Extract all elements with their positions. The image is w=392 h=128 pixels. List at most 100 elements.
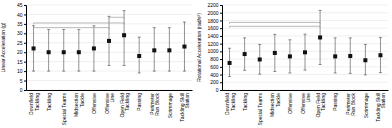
y-axis-title: Linear Acceleration (g): [0, 22, 6, 72]
y-tick-label: 800: [210, 56, 219, 62]
significance-bracket: [109, 17, 124, 19]
point: [333, 54, 337, 58]
point: [303, 50, 307, 54]
panel: 051015202530354045DownfieldTacklingTackl…: [0, 2, 193, 125]
grid-line: [222, 90, 388, 91]
y-tick-mark: [220, 59, 222, 60]
y-tick-label: 0: [20, 87, 23, 93]
point: [363, 58, 367, 62]
x-axis: DownfieldTackling Tackling Special Teams Mi…: [223, 91, 389, 126]
x-tick-label: DownfieldTackling: [224, 93, 236, 115]
grid-line: [222, 12, 388, 13]
x-tick-label: MidsectionTackle: [269, 93, 281, 117]
y-tick-label: 20: [17, 49, 23, 55]
y-tick: 30: [17, 30, 26, 36]
y-tick-mark: [220, 36, 222, 37]
point: [182, 45, 186, 49]
x-tick-label: Scrimmage: [363, 93, 369, 119]
x-tick: Scrimmage: [363, 93, 369, 119]
grid-line: [26, 90, 192, 91]
y-tick: 400: [210, 72, 222, 78]
y-tick: 2200: [207, 2, 222, 8]
significance-bracket: [230, 26, 321, 28]
point: [378, 53, 382, 57]
point: [273, 51, 277, 55]
x-tick-label: MidsectionTackle: [73, 93, 85, 117]
marks: [228, 10, 383, 76]
significance-bracket: [230, 22, 321, 24]
x-tick-label-line: Scrimmage: [167, 93, 173, 119]
x-tick-label-line: Offensive: [287, 93, 293, 114]
x-tick-label-line: Tackling: [34, 93, 40, 111]
y-tick: 1800: [207, 18, 222, 24]
x-tick-label: Tackling: [46, 93, 52, 111]
y-tick: 0: [216, 87, 222, 93]
x-tick: Offensive: [91, 93, 97, 114]
y-axis: 051015202530354045: [17, 2, 27, 93]
y-tick-mark: [220, 90, 222, 91]
error-bar: [92, 26, 95, 71]
x-tick-label-line: Special Teams: [61, 93, 67, 126]
x-tick: DownfieldTackling: [224, 93, 236, 115]
point: [228, 61, 232, 65]
x-tick-label: Tackling: [242, 93, 248, 111]
error-bar: [258, 44, 261, 74]
y-tick-label: 45: [17, 2, 23, 8]
x-tick-label: Open FieldTackling: [119, 93, 131, 118]
x-tick-label: Offensive: [91, 93, 97, 114]
error-bar: [349, 38, 352, 74]
y-tick-mark: [24, 90, 26, 91]
y-tick-mark: [220, 67, 222, 68]
x-tick-label: Passing: [332, 93, 338, 111]
x-tick: Scrimmage: [167, 93, 173, 119]
chart: 051015202530354045DownfieldTacklingTackl…: [0, 0, 392, 128]
error-bar: [183, 22, 186, 71]
x-tick: Open FieldTackling: [315, 93, 327, 118]
grid-line: [26, 80, 192, 81]
grid-line: [222, 28, 388, 29]
y-tick: 20: [17, 49, 26, 55]
y-tick: 1200: [207, 41, 222, 47]
x-tick: MidsectionTackle: [269, 93, 281, 117]
y-tick-mark: [24, 14, 26, 15]
x-tick: Special Teams: [257, 93, 263, 126]
y-axis-line: [24, 6, 27, 91]
error-bar: [273, 34, 276, 71]
point: [167, 48, 171, 52]
x-tick-label: DownfieldTackling: [28, 93, 40, 115]
y-tick-label: 5: [20, 78, 23, 84]
y-axis: 0200400600800100012001400160018002000220…: [207, 2, 222, 93]
y-tick-label: 2000: [207, 10, 218, 16]
y-tick: 25: [17, 40, 26, 46]
x-tick-label-line: Station: [380, 93, 386, 109]
y-tick-mark: [24, 33, 26, 34]
x-tick-label: Passing: [136, 93, 142, 111]
y-tick-label: 30: [17, 30, 23, 36]
y-tick-label: 200: [210, 79, 219, 85]
point: [47, 50, 51, 54]
y-tick-mark: [220, 20, 222, 21]
grid-line: [222, 82, 388, 83]
x-tick: OffensiveLine: [300, 93, 312, 114]
brackets: [34, 17, 125, 29]
error-bar: [153, 28, 156, 71]
x-tick-label: Tackling SkillStation: [179, 93, 191, 122]
y-tick: 5: [20, 78, 26, 84]
point: [92, 46, 96, 50]
x-tick-label: OffensiveLine: [300, 93, 312, 114]
y-tick-mark: [24, 81, 26, 82]
y-tick-mark: [24, 71, 26, 72]
grid-line: [222, 20, 388, 21]
y-tick-label: 0: [216, 87, 219, 93]
x-tick-label: Open FieldTackling: [315, 93, 327, 118]
y-tick-label: 15: [17, 59, 23, 65]
error-bar: [138, 37, 141, 73]
x-axis: DownfieldTacklingTacklingSpecial TeamsMi…: [27, 91, 193, 126]
grid-line: [26, 5, 192, 6]
x-tick-label-line: Tackling: [124, 93, 130, 111]
grid-line: [26, 71, 192, 72]
y-tick: 1600: [207, 25, 222, 31]
error-bar: [32, 26, 35, 71]
error-bar: [304, 34, 307, 70]
grid-line: [222, 74, 388, 75]
